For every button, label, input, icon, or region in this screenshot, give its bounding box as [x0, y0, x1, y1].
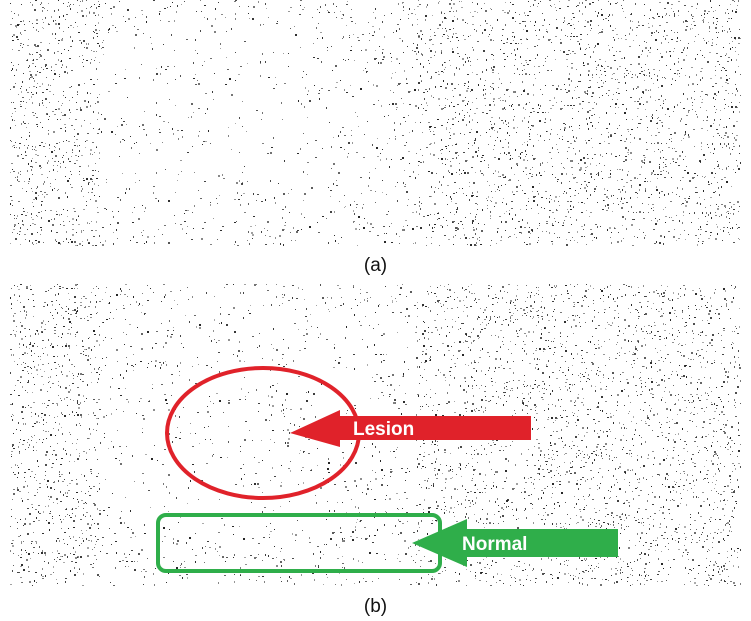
- normal-arrow: [412, 519, 618, 567]
- speckle-image-b-canvas: Lesion Normal: [10, 284, 741, 586]
- speckle-image-b: Lesion Normal: [10, 284, 741, 586]
- speckle-pattern-a: [10, 0, 741, 246]
- lesion-arrow: [290, 410, 531, 447]
- speckle-image-a: [10, 0, 741, 246]
- normal-label: Normal: [462, 534, 527, 555]
- speckle-image-a-canvas: [10, 0, 741, 246]
- caption-a: (a): [363, 255, 388, 276]
- speckle-pattern-b: [10, 284, 741, 586]
- normal-region-rect: [156, 513, 442, 573]
- lesion-label: Lesion: [353, 419, 414, 440]
- caption-b: (b): [363, 596, 388, 617]
